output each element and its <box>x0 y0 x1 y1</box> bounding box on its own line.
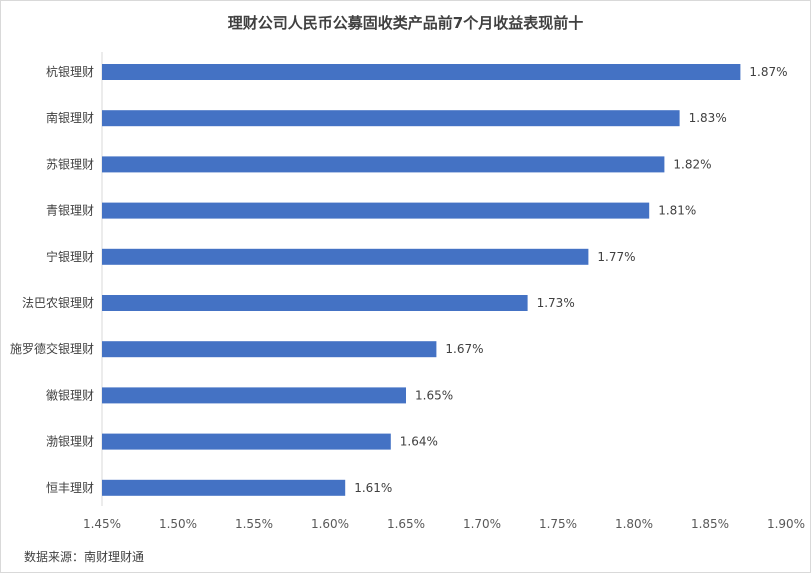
category-label: 渤银理财 <box>46 435 94 449</box>
category-label: 徽银理财 <box>46 387 94 402</box>
x-tick-label: 1.90% <box>767 517 805 531</box>
data-label: 1.81% <box>658 204 696 218</box>
x-tick-label: 1.80% <box>615 517 653 531</box>
bar <box>102 341 437 358</box>
x-tick-label: 1.85% <box>691 517 729 531</box>
bar <box>102 202 650 219</box>
category-label: 恒丰理财 <box>46 481 94 495</box>
x-tick-label: 1.50% <box>159 517 197 531</box>
x-tick-label: 1.45% <box>83 517 121 531</box>
category-label: 苏银理财 <box>46 157 94 171</box>
bar <box>102 156 665 173</box>
category-label: 法巴农银理财 <box>22 296 94 310</box>
data-label: 1.87% <box>749 65 787 79</box>
data-label: 1.83% <box>689 111 727 125</box>
category-label: 宁银理财 <box>46 249 94 264</box>
chart-title: 理财公司人民币公募固收类产品前7个月收益表现前十 <box>227 14 584 32</box>
bar <box>102 433 391 450</box>
data-label: 1.73% <box>537 296 575 310</box>
data-label: 1.61% <box>354 481 392 495</box>
bar <box>102 295 528 311</box>
x-tick-label: 1.55% <box>235 517 273 531</box>
x-tick-label: 1.70% <box>463 517 501 531</box>
category-label: 杭银理财 <box>46 64 94 79</box>
category-label: 南银理财 <box>46 110 94 125</box>
category-label: 青银理财 <box>46 204 94 218</box>
x-tick-label: 1.75% <box>539 517 577 531</box>
bar <box>102 64 741 80</box>
data-label: 1.82% <box>673 157 711 171</box>
x-tick-label: 1.60% <box>311 517 349 531</box>
bar <box>102 479 346 496</box>
x-tick-label: 1.65% <box>387 517 425 531</box>
bar <box>102 110 680 127</box>
data-label: 1.65% <box>415 388 453 402</box>
bar <box>102 387 406 404</box>
data-label: 1.67% <box>445 342 483 356</box>
bar <box>102 248 589 265</box>
data-label: 1.77% <box>597 250 635 264</box>
category-label: 施罗德交银理财 <box>10 341 94 356</box>
data-label: 1.64% <box>400 435 438 449</box>
source-note: 数据来源：南财理财通 <box>24 550 145 564</box>
